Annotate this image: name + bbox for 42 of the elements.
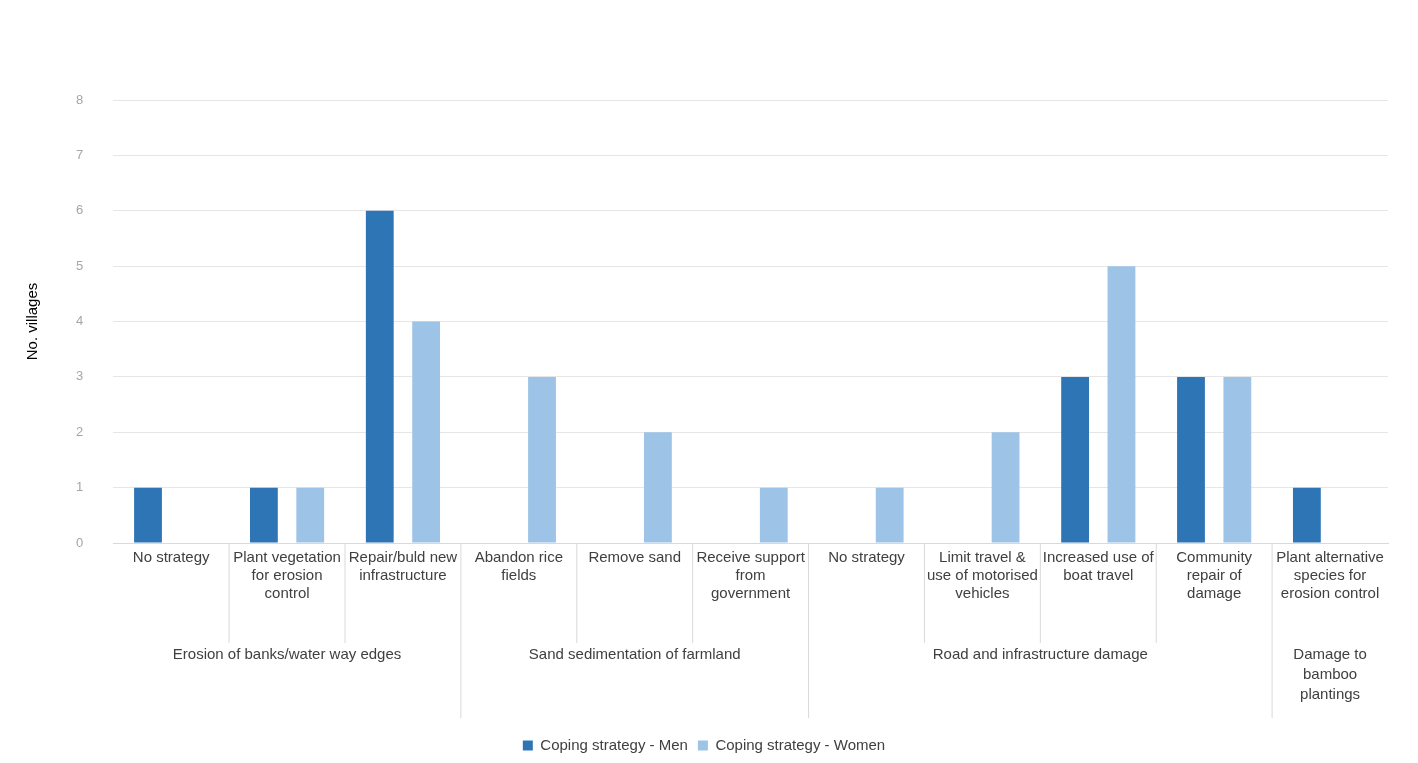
bar xyxy=(412,321,441,543)
y-tick-label: 7 xyxy=(76,146,84,162)
text: Sand sedimentation of farmland xyxy=(528,644,741,662)
x-tick-label: Plant alternative species for erosion control xyxy=(1276,548,1384,602)
text: Erosion of banks/water way edges xyxy=(172,644,402,662)
bar xyxy=(528,376,556,543)
bar xyxy=(249,487,278,543)
x-tick-label: Repair/buld new infrastructure xyxy=(348,548,458,584)
y-tick-label: 1 xyxy=(76,479,84,495)
y-axis-title: No. villages xyxy=(23,282,41,361)
bar xyxy=(875,487,904,543)
x-tick-label: No strategy xyxy=(132,548,211,566)
text: Damage to bamboo plantings xyxy=(1293,644,1367,702)
x-tick-label: Abandon rice fields xyxy=(474,548,564,584)
bar xyxy=(644,432,672,543)
y-tick-label: 5 xyxy=(76,257,84,273)
y-tick-label: 0 xyxy=(76,534,84,550)
bar xyxy=(1061,376,1090,543)
bar xyxy=(1292,487,1321,543)
bar xyxy=(365,210,394,543)
x-tick-label: Receive support from government xyxy=(696,548,806,602)
y-tick-label: 2 xyxy=(76,423,84,439)
bar xyxy=(1177,376,1205,543)
bar xyxy=(1107,266,1136,543)
legend-label: Coping strategy - Women xyxy=(715,735,886,753)
x-tick-label: Community repair of damage xyxy=(1176,548,1253,602)
x-tick-label: Remove sand xyxy=(588,548,682,566)
y-tick-label: 4 xyxy=(76,313,84,329)
y-tick-label: 6 xyxy=(76,202,84,218)
x-tick-label: Limit travel & use of motorised vehicles xyxy=(926,548,1038,602)
legend-label: Coping strategy - Men xyxy=(540,735,688,753)
bar xyxy=(134,487,162,543)
y-tick-label: 8 xyxy=(76,91,84,107)
x-tick-label: No strategy xyxy=(828,548,906,566)
bar xyxy=(296,487,325,543)
text: Road and infrastructure damage xyxy=(932,644,1148,662)
y-tick-label: 3 xyxy=(76,368,84,384)
x-tick-label: Plant vegetation for erosion control xyxy=(233,548,341,602)
bar xyxy=(759,487,788,543)
bar xyxy=(1223,376,1252,543)
x-tick-label: Increased use of boat travel xyxy=(1042,548,1155,584)
bar xyxy=(991,432,1020,543)
